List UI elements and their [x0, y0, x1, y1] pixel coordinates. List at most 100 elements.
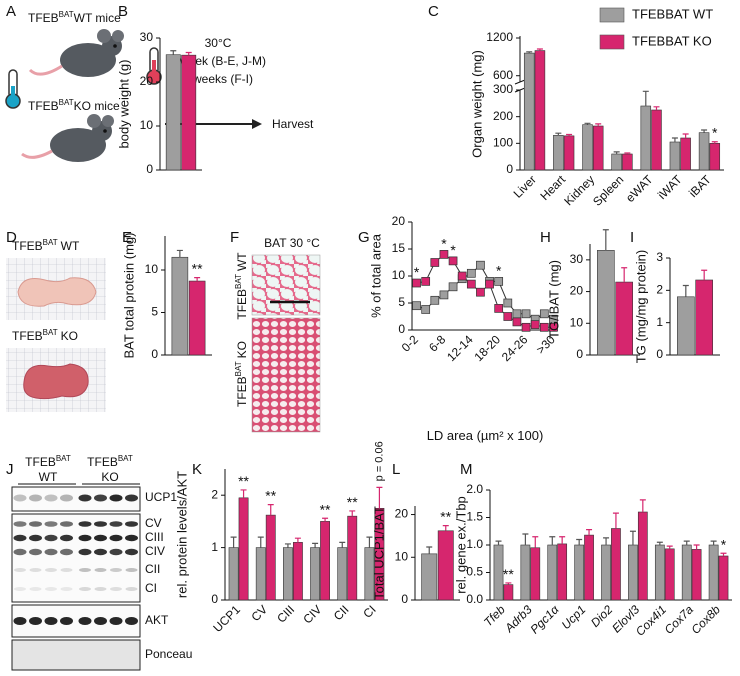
marker — [448, 256, 458, 266]
legend-swatch — [599, 7, 625, 23]
blot-band — [14, 587, 26, 591]
y-axis-label: Total UCP1/BAT — [371, 506, 386, 600]
marker — [530, 320, 540, 329]
marker — [466, 279, 476, 289]
error-bar — [555, 132, 562, 136]
label-sup: BAT — [43, 328, 58, 337]
bar — [553, 135, 564, 171]
blot-band — [60, 548, 73, 556]
label-rest: KO mice — [74, 99, 120, 113]
bar — [547, 544, 558, 601]
x-tick-label: Kidney — [561, 172, 597, 208]
blot-band — [60, 568, 73, 572]
marker — [512, 309, 522, 319]
panel-letter: J — [6, 461, 14, 478]
y-tick-label: 200 — [493, 109, 513, 123]
blot-band — [60, 494, 73, 502]
y-tick-label: 1.0 — [466, 537, 483, 551]
blot-band — [45, 587, 57, 591]
blot-band — [44, 494, 58, 502]
label-base: TFEB — [235, 376, 249, 407]
y-tick-label: 0 — [398, 322, 405, 336]
error-bar — [613, 151, 620, 154]
significance: ** — [265, 488, 276, 504]
error-bar — [666, 545, 673, 549]
bar — [601, 544, 611, 601]
error-bar — [586, 529, 593, 536]
bar — [664, 548, 675, 601]
label-base: TFEB — [235, 289, 249, 320]
blot-band — [109, 494, 123, 502]
marker — [476, 260, 485, 270]
error-bar — [566, 133, 573, 136]
blot-band — [125, 587, 138, 591]
photo-label: TFEBBAT WT — [12, 238, 80, 253]
blot-band — [13, 617, 27, 625]
bar — [530, 547, 541, 601]
blot-band — [29, 568, 42, 572]
panel-letter: K — [192, 461, 202, 478]
x-tick-label: Pgc1α — [528, 602, 563, 637]
series-line — [416, 253, 554, 328]
label-base: TFEB — [87, 455, 118, 469]
blot-band — [13, 521, 27, 527]
label-base: TFEB — [25, 455, 56, 469]
marker — [412, 301, 421, 311]
marker — [521, 322, 531, 332]
mouse-icon — [28, 29, 124, 77]
error-bar — [522, 533, 529, 545]
error-bar — [532, 536, 539, 548]
blot-band — [29, 617, 42, 625]
error-bar — [366, 536, 373, 548]
error-bar — [349, 510, 356, 517]
bar — [337, 547, 348, 601]
bar — [320, 521, 330, 601]
y-tick-label: 0.0 — [466, 592, 483, 606]
y-tick-label: 10 — [392, 268, 406, 282]
error-bar — [176, 249, 183, 258]
blot-band — [29, 521, 42, 527]
series-line — [416, 264, 554, 320]
y-tick-label: 20 — [392, 214, 406, 228]
error-bar — [621, 267, 628, 283]
blot-band — [44, 534, 58, 542]
band-label: AKT — [145, 613, 169, 627]
y-tick-label: 600 — [493, 68, 513, 82]
error-bar — [170, 50, 177, 55]
blot-band — [13, 548, 27, 556]
error-bar — [602, 229, 609, 251]
bar — [592, 125, 604, 171]
error-bar — [549, 536, 556, 545]
blot-band — [78, 521, 92, 527]
bar — [691, 549, 702, 601]
y-tick-label: 5 — [398, 295, 405, 309]
band-label: CII — [145, 562, 160, 576]
error-bar — [185, 51, 192, 56]
band-label: CI — [145, 581, 157, 595]
label-base: TFEB — [12, 329, 43, 343]
bar — [669, 141, 681, 171]
significance: * — [721, 536, 727, 552]
y-tick-label: 10 — [395, 549, 409, 563]
bar — [228, 547, 239, 601]
y-tick-label: 10 — [140, 118, 154, 132]
marker — [430, 295, 440, 305]
bar — [640, 105, 652, 171]
marker — [430, 258, 440, 267]
y-tick-label: 0 — [656, 347, 663, 361]
blot-band — [125, 521, 138, 527]
error-bar — [442, 525, 449, 531]
significance: * — [496, 262, 502, 278]
significance: p = 0.06 — [373, 441, 385, 481]
bar — [708, 544, 719, 601]
marker — [549, 322, 558, 332]
tissue — [23, 363, 89, 400]
x-tick-label: iWAT — [655, 172, 685, 202]
x-tick-label: Liver — [511, 172, 539, 200]
blot-band — [94, 587, 107, 591]
bar — [611, 528, 621, 601]
bar — [523, 52, 535, 171]
error-bar — [701, 269, 708, 280]
blot-band — [94, 494, 107, 502]
marker — [521, 309, 531, 319]
